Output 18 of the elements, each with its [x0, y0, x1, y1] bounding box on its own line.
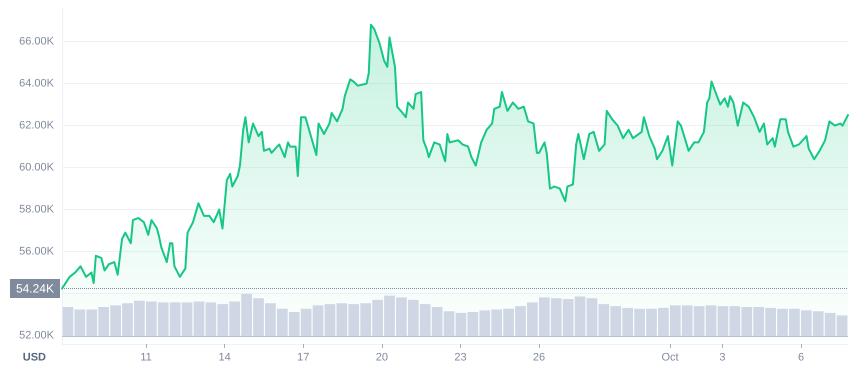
y-tick-label: 66.00K	[19, 36, 55, 48]
y-tick-label: 62.00K	[19, 120, 55, 132]
y-tick-label: 60.00K	[19, 162, 55, 174]
x-tick-label: 6	[798, 352, 804, 364]
x-tick-label: 3	[719, 352, 726, 364]
y-tick-label: 64.00K	[19, 78, 55, 90]
x-tick-label: 20	[376, 352, 388, 364]
x-tick-label: 26	[532, 352, 546, 364]
x-tick-label: 11	[140, 352, 152, 364]
x-tick-label: 14	[218, 352, 231, 364]
y-tick-label: 58.00K	[19, 204, 55, 216]
y-tick-label: 56.00K	[19, 246, 55, 258]
x-tick-label: 23	[454, 352, 467, 364]
x-tick-label: 17	[297, 352, 310, 364]
y-axis-title: USD	[22, 352, 46, 364]
y-tick-label: 52.00K	[19, 330, 55, 342]
x-tick-label: Oct	[661, 352, 679, 364]
ref-line-label: 54.24K	[16, 282, 54, 296]
